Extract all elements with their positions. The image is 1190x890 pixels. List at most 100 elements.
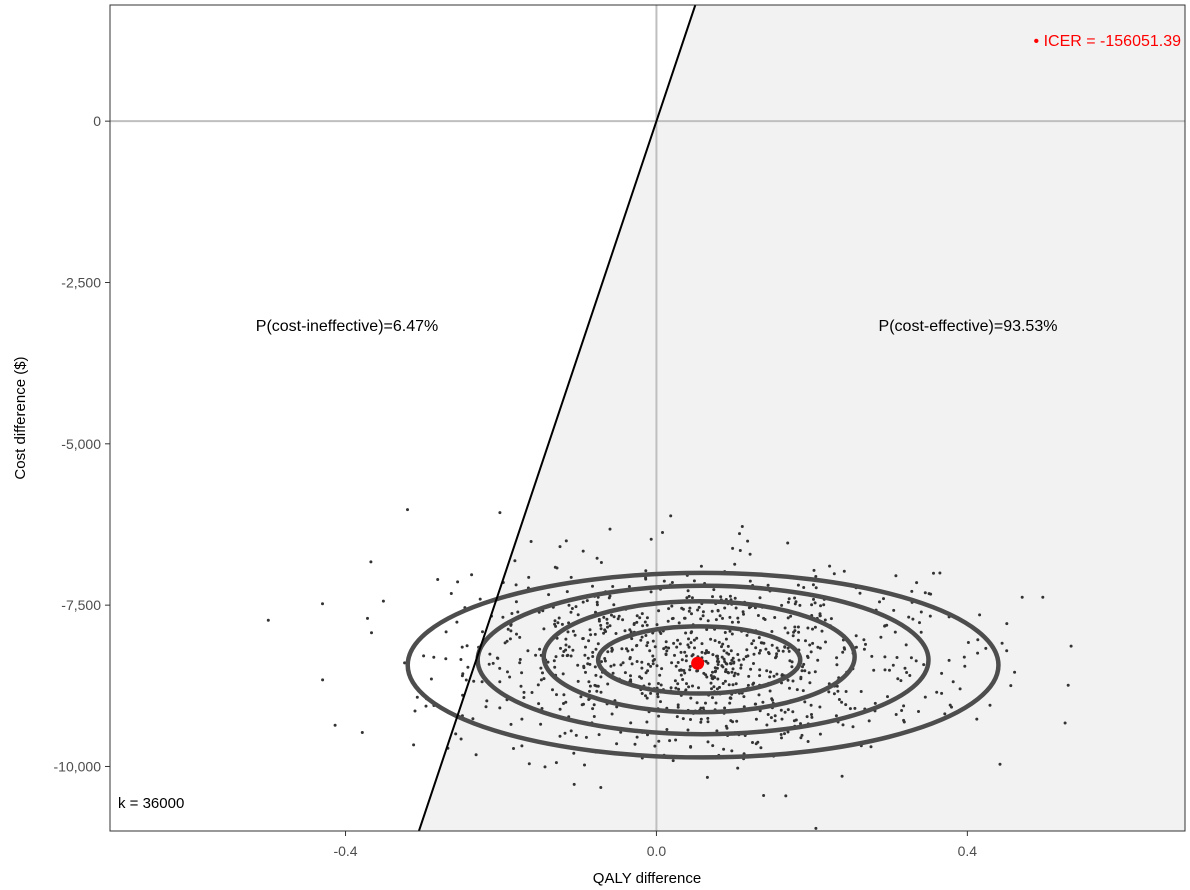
simulation-point [565, 590, 569, 594]
simulation-point [768, 689, 772, 693]
simulation-point [676, 703, 680, 707]
simulation-point [635, 660, 639, 663]
simulation-point [695, 701, 699, 705]
y-tick-label: -5,000 [61, 436, 101, 452]
simulation-point [567, 603, 571, 607]
simulation-point [645, 623, 649, 627]
simulation-point [836, 689, 840, 693]
simulation-point [617, 614, 621, 618]
simulation-point [699, 564, 703, 568]
simulation-point [879, 635, 883, 639]
simulation-point [592, 703, 596, 707]
simulation-point [630, 637, 634, 641]
simulation-point [604, 630, 608, 633]
simulation-point [1020, 595, 1024, 599]
simulation-point [818, 705, 822, 709]
simulation-point [640, 692, 644, 695]
simulation-point [923, 591, 927, 595]
simulation-point [455, 620, 459, 624]
simulation-point [641, 624, 645, 628]
simulation-point [602, 615, 606, 619]
simulation-point [640, 612, 644, 616]
simulation-point [573, 633, 577, 637]
simulation-point [509, 623, 513, 627]
simulation-point [802, 662, 806, 666]
simulation-point [774, 654, 778, 658]
simulation-point [644, 634, 648, 637]
simulation-point [630, 662, 634, 666]
simulation-point [722, 657, 726, 661]
simulation-point [460, 645, 464, 649]
simulation-point [600, 660, 603, 664]
simulation-point [723, 679, 727, 683]
simulation-point [714, 618, 718, 622]
simulation-point [629, 721, 633, 725]
simulation-point [444, 630, 448, 634]
simulation-point [646, 641, 650, 645]
simulation-point [678, 642, 682, 646]
simulation-point [775, 646, 779, 650]
simulation-point [670, 581, 674, 584]
simulation-point [775, 652, 779, 656]
simulation-point [814, 826, 818, 830]
simulation-point [919, 610, 923, 614]
simulation-point [730, 670, 734, 674]
simulation-point [730, 658, 734, 662]
simulation-point [966, 641, 970, 644]
simulation-point [746, 654, 750, 658]
simulation-point [516, 610, 520, 614]
simulation-point [701, 706, 705, 710]
simulation-point [474, 753, 478, 757]
simulation-point [603, 659, 607, 663]
simulation-point [503, 641, 507, 645]
simulation-point [686, 589, 690, 593]
simulation-point [530, 691, 534, 694]
simulation-point [752, 662, 755, 665]
simulation-point [799, 736, 803, 740]
simulation-point [725, 662, 729, 666]
simulation-point [670, 617, 674, 621]
simulation-point [904, 643, 908, 647]
simulation-point [757, 651, 761, 655]
simulation-point [599, 627, 603, 631]
simulation-point [753, 702, 757, 706]
simulation-point [635, 614, 639, 618]
simulation-point [576, 679, 580, 683]
simulation-point [547, 593, 551, 597]
simulation-point [715, 687, 719, 691]
simulation-point [1069, 644, 1073, 648]
simulation-point [1066, 683, 1070, 687]
simulation-point [700, 642, 704, 646]
simulation-point [569, 610, 573, 614]
simulation-point [848, 707, 852, 711]
simulation-point [754, 742, 758, 746]
simulation-point [674, 738, 678, 742]
simulation-point [929, 592, 933, 596]
simulation-point [828, 564, 832, 568]
simulation-point [796, 583, 800, 587]
simulation-point [574, 733, 578, 737]
simulation-point [923, 695, 927, 699]
simulation-point [606, 650, 610, 654]
simulation-point [756, 614, 760, 617]
simulation-point [564, 643, 568, 647]
simulation-point [546, 660, 550, 664]
simulation-point [793, 596, 797, 600]
simulation-point [803, 700, 807, 704]
simulation-point [512, 747, 515, 750]
simulation-point [714, 669, 718, 673]
simulation-point [599, 561, 603, 564]
simulation-point [788, 686, 791, 690]
simulation-point [909, 656, 913, 660]
simulation-point [496, 656, 500, 660]
simulation-point [710, 609, 714, 613]
simulation-point [718, 614, 722, 618]
simulation-point [899, 679, 903, 683]
simulation-point [728, 594, 732, 598]
simulation-point [644, 694, 647, 698]
simulation-point [665, 728, 669, 731]
simulation-point [940, 691, 944, 695]
simulation-point [938, 571, 942, 575]
simulation-point [728, 629, 732, 633]
simulation-point [902, 704, 906, 708]
